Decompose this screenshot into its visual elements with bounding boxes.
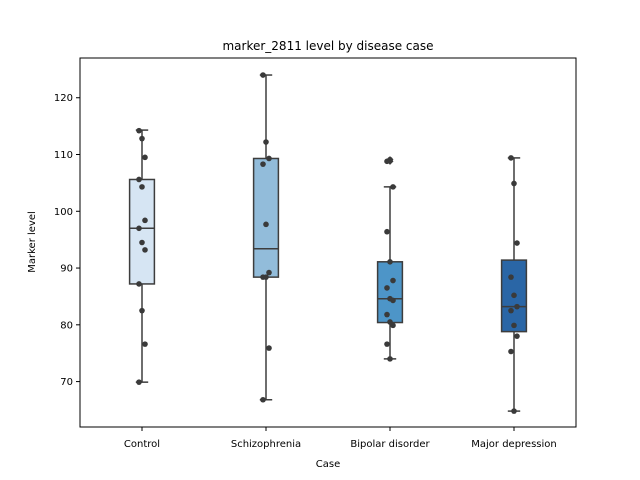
data-point [511,292,517,299]
data-point [390,184,396,190]
data-point [384,341,390,347]
data-point [266,345,272,351]
x-tick-label: Major depression [471,439,557,450]
data-point [384,311,390,318]
data-point [508,307,514,314]
data-point [514,333,520,339]
box [252,157,280,278]
data-point [136,127,142,134]
data-point [390,277,396,284]
x-tick-label: Schizophrenia [231,439,301,450]
data-point [139,135,145,142]
y-tick-label: 110 [54,150,73,161]
x-axis-label: Case [316,459,340,470]
y-tick-label: 80 [60,320,73,331]
data-point [387,259,393,265]
data-point [514,240,520,246]
data-point [263,139,269,145]
data-point [511,322,517,329]
data-point [511,408,517,414]
data-point [139,184,145,190]
data-point [136,176,142,183]
data-point [136,281,142,287]
data-point [142,247,148,253]
data-point [514,303,520,310]
data-point [139,239,145,246]
data-point [142,341,148,347]
box [376,261,404,324]
data-point [263,274,269,280]
x-tick-label: Bipolar disorder [350,439,430,450]
data-point [142,217,148,224]
x-tick-label: Control [124,439,160,450]
data-point [263,221,269,228]
data-point [387,356,393,362]
data-point [390,322,396,329]
data-point [384,228,390,235]
data-point [142,154,148,161]
data-point [266,269,272,276]
data-point [136,225,142,232]
y-tick-label: 90 [60,264,73,275]
chart-title: marker_2811 level by disease case [222,39,433,53]
data-point [266,155,272,162]
plot-area: 70 80 90 100 110 120 Control Schizophrenia Bipol… [54,72,557,450]
data-point [139,307,145,314]
data-point [511,180,517,187]
data-point [260,161,266,167]
box [128,178,156,285]
data-point [260,396,266,403]
data-point [387,156,393,163]
y-axis-label: Marker level [27,211,38,273]
y-tick-label: 120 [54,93,73,104]
data-point [260,72,266,78]
data-point [384,285,390,291]
data-point [136,379,142,385]
data-point [508,155,514,161]
y-tick-label: 100 [54,207,73,218]
y-tick-label: 70 [60,377,73,388]
data-point [508,348,514,355]
data-point [508,274,514,280]
data-point [390,297,396,304]
axes-frame [79,57,577,428]
